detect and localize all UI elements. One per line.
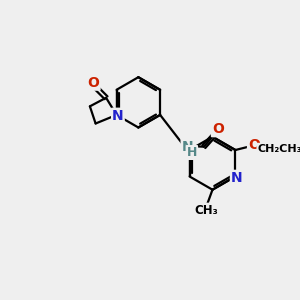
Text: N: N	[182, 140, 193, 154]
Text: CH₃: CH₃	[194, 204, 218, 217]
Text: H: H	[187, 146, 197, 159]
Text: CH₂CH₃: CH₂CH₃	[257, 144, 300, 154]
Text: O: O	[212, 122, 224, 136]
Text: O: O	[88, 76, 100, 90]
Text: N: N	[231, 171, 242, 185]
Text: O: O	[248, 138, 260, 152]
Text: N: N	[112, 109, 124, 123]
